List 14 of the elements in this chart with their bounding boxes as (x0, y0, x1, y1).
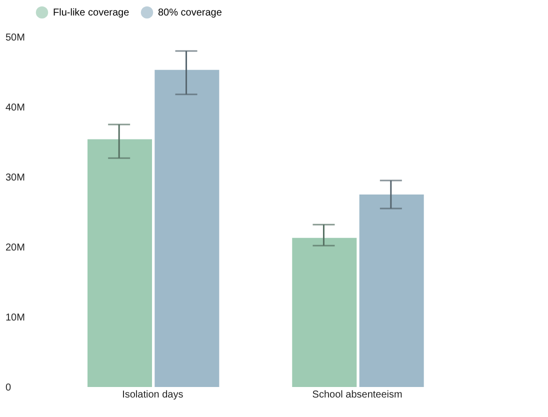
bar (292, 238, 357, 387)
y-tick-label: 40M (6, 102, 25, 114)
bar (154, 70, 220, 387)
legend-label: 80% coverage (158, 7, 222, 18)
y-tick-label: 20M (6, 242, 25, 254)
bar (359, 194, 424, 387)
x-tick-label: Isolation days (122, 390, 184, 400)
y-tick-label: 0 (6, 382, 12, 394)
y-tick-label: 30M (6, 172, 25, 184)
bar (87, 139, 152, 387)
x-tick-label: School absenteeism (312, 390, 402, 400)
y-tick-label: 10M (6, 312, 25, 324)
y-tick-label: 50M (6, 32, 25, 44)
legend-label: Flu-like coverage (53, 7, 130, 18)
